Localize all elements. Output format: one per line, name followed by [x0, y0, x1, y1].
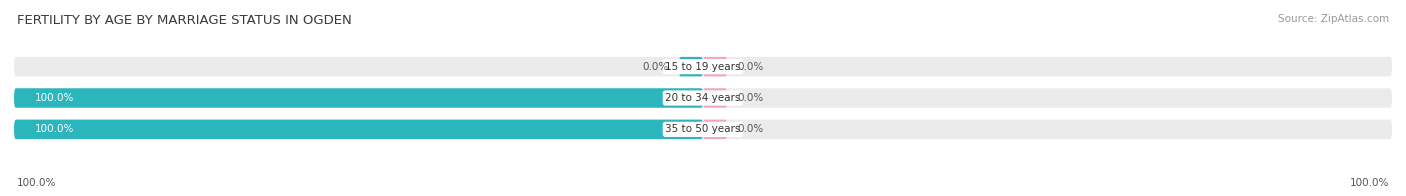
- Text: 15 to 19 years: 15 to 19 years: [665, 62, 741, 72]
- Text: FERTILITY BY AGE BY MARRIAGE STATUS IN OGDEN: FERTILITY BY AGE BY MARRIAGE STATUS IN O…: [17, 14, 352, 27]
- FancyBboxPatch shape: [14, 57, 1392, 76]
- Text: 35 to 50 years: 35 to 50 years: [665, 124, 741, 134]
- FancyBboxPatch shape: [703, 120, 727, 139]
- FancyBboxPatch shape: [14, 88, 703, 108]
- FancyBboxPatch shape: [703, 88, 727, 108]
- Text: Source: ZipAtlas.com: Source: ZipAtlas.com: [1278, 14, 1389, 24]
- Text: 0.0%: 0.0%: [738, 124, 763, 134]
- FancyBboxPatch shape: [703, 57, 727, 76]
- Text: 20 to 34 years: 20 to 34 years: [665, 93, 741, 103]
- Text: 100.0%: 100.0%: [1350, 178, 1389, 188]
- Text: 0.0%: 0.0%: [643, 62, 669, 72]
- Text: 0.0%: 0.0%: [738, 62, 763, 72]
- FancyBboxPatch shape: [679, 57, 703, 76]
- Text: 0.0%: 0.0%: [738, 93, 763, 103]
- FancyBboxPatch shape: [14, 120, 703, 139]
- FancyBboxPatch shape: [14, 88, 1392, 108]
- Text: 100.0%: 100.0%: [17, 178, 56, 188]
- Text: 100.0%: 100.0%: [35, 124, 75, 134]
- FancyBboxPatch shape: [14, 120, 1392, 139]
- Text: 100.0%: 100.0%: [35, 93, 75, 103]
